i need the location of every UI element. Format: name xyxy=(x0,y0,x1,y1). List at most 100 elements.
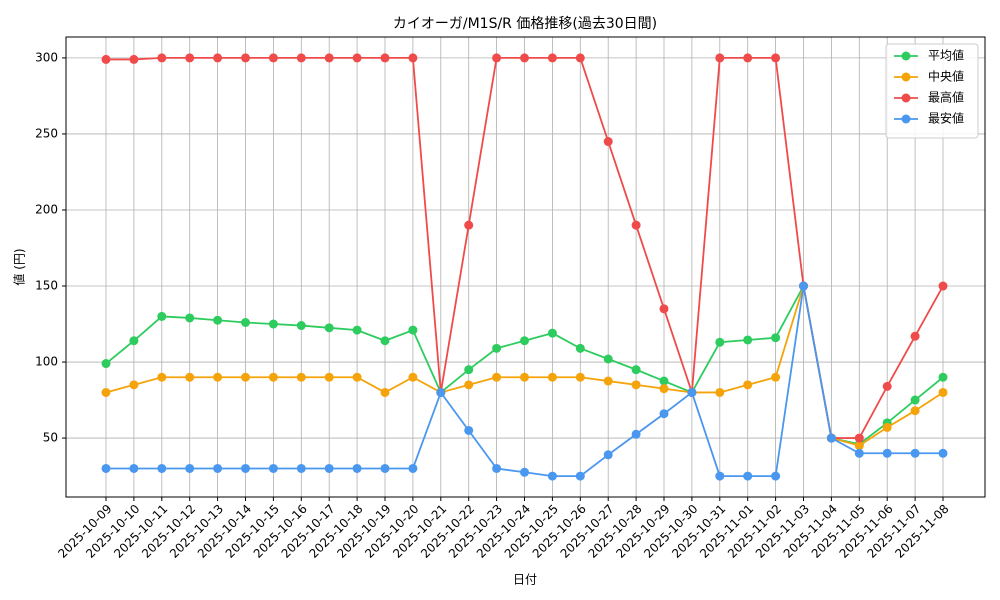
data-point xyxy=(268,319,278,329)
data-point xyxy=(492,463,502,473)
data-point xyxy=(603,137,613,147)
data-point xyxy=(268,53,278,63)
data-point xyxy=(324,323,334,333)
data-point xyxy=(129,380,139,390)
data-point xyxy=(715,471,725,481)
data-point xyxy=(213,315,223,325)
y-tick-label: 200 xyxy=(35,202,58,216)
data-point xyxy=(743,380,753,390)
data-point xyxy=(324,463,334,473)
data-point xyxy=(575,471,585,481)
data-point xyxy=(659,384,669,394)
data-point xyxy=(296,463,306,473)
data-point xyxy=(296,372,306,382)
y-tick-label: 250 xyxy=(35,126,58,140)
data-point xyxy=(520,53,529,63)
data-point xyxy=(520,372,529,382)
legend-box xyxy=(885,43,979,139)
data-point xyxy=(101,359,111,369)
y-tick-label: 100 xyxy=(35,355,58,369)
data-point xyxy=(157,372,167,382)
data-point xyxy=(185,53,195,63)
data-point xyxy=(464,425,474,435)
data-point xyxy=(520,336,529,346)
data-point xyxy=(241,463,250,473)
data-point xyxy=(603,354,613,364)
data-point xyxy=(520,467,529,477)
data-point xyxy=(380,387,390,397)
data-point xyxy=(129,336,139,346)
data-point xyxy=(938,281,948,291)
data-point xyxy=(771,53,781,63)
legend-label: 最高値 xyxy=(928,90,964,105)
data-point xyxy=(492,343,502,353)
data-point xyxy=(882,448,892,458)
data-point xyxy=(715,337,725,347)
data-point xyxy=(185,372,195,382)
data-point xyxy=(743,471,753,481)
data-point xyxy=(687,387,697,397)
data-point xyxy=(603,450,613,460)
data-point xyxy=(938,387,948,397)
data-point xyxy=(380,336,390,346)
data-point xyxy=(771,372,781,382)
data-point xyxy=(938,448,948,458)
data-point xyxy=(241,372,250,382)
legend-label: 中央値 xyxy=(928,69,964,84)
data-point xyxy=(631,365,641,375)
legend-label: 最安値 xyxy=(928,111,964,126)
data-point xyxy=(213,53,223,63)
data-point xyxy=(492,372,502,382)
data-point xyxy=(157,463,167,473)
data-point xyxy=(408,463,418,473)
data-point xyxy=(799,281,808,291)
plot-frame xyxy=(65,36,986,498)
data-point xyxy=(464,220,474,230)
data-point xyxy=(631,429,641,439)
data-point xyxy=(854,448,864,458)
data-point xyxy=(575,343,585,353)
data-point xyxy=(910,448,920,458)
legend-marker xyxy=(901,72,911,82)
data-point xyxy=(854,441,864,451)
data-point xyxy=(910,406,920,416)
data-point xyxy=(771,333,781,343)
data-point xyxy=(352,53,362,63)
data-point xyxy=(575,53,585,63)
data-point xyxy=(436,387,446,397)
y-tick-label: 300 xyxy=(35,50,58,64)
x-axis-label: 日付 xyxy=(513,573,537,587)
data-point xyxy=(408,325,418,335)
data-point xyxy=(659,376,669,386)
data-point xyxy=(185,313,195,323)
data-point xyxy=(659,409,669,419)
data-point xyxy=(129,54,139,64)
data-point xyxy=(882,422,892,432)
data-point xyxy=(771,471,781,481)
data-point xyxy=(380,53,390,63)
data-point xyxy=(743,335,753,345)
data-point xyxy=(547,471,557,481)
data-point xyxy=(826,433,836,443)
data-point xyxy=(743,53,753,63)
data-point xyxy=(268,372,278,382)
data-point xyxy=(910,395,920,405)
chart-title: カイオーガ/M1S/R 価格推移(過去30日間) xyxy=(393,16,657,32)
data-point xyxy=(101,463,111,473)
data-point xyxy=(603,376,613,386)
data-point xyxy=(324,372,334,382)
data-point xyxy=(715,53,725,63)
data-point xyxy=(938,372,948,382)
y-tick-label: 50 xyxy=(43,431,58,445)
data-point xyxy=(352,463,362,473)
y-axis-label: 値 (円) xyxy=(12,248,27,285)
data-point xyxy=(854,433,864,443)
data-point xyxy=(464,380,474,390)
data-point xyxy=(715,387,725,397)
data-point xyxy=(882,381,892,391)
data-point xyxy=(213,463,223,473)
data-point xyxy=(547,328,557,338)
data-point xyxy=(547,372,557,382)
data-point xyxy=(296,53,306,63)
